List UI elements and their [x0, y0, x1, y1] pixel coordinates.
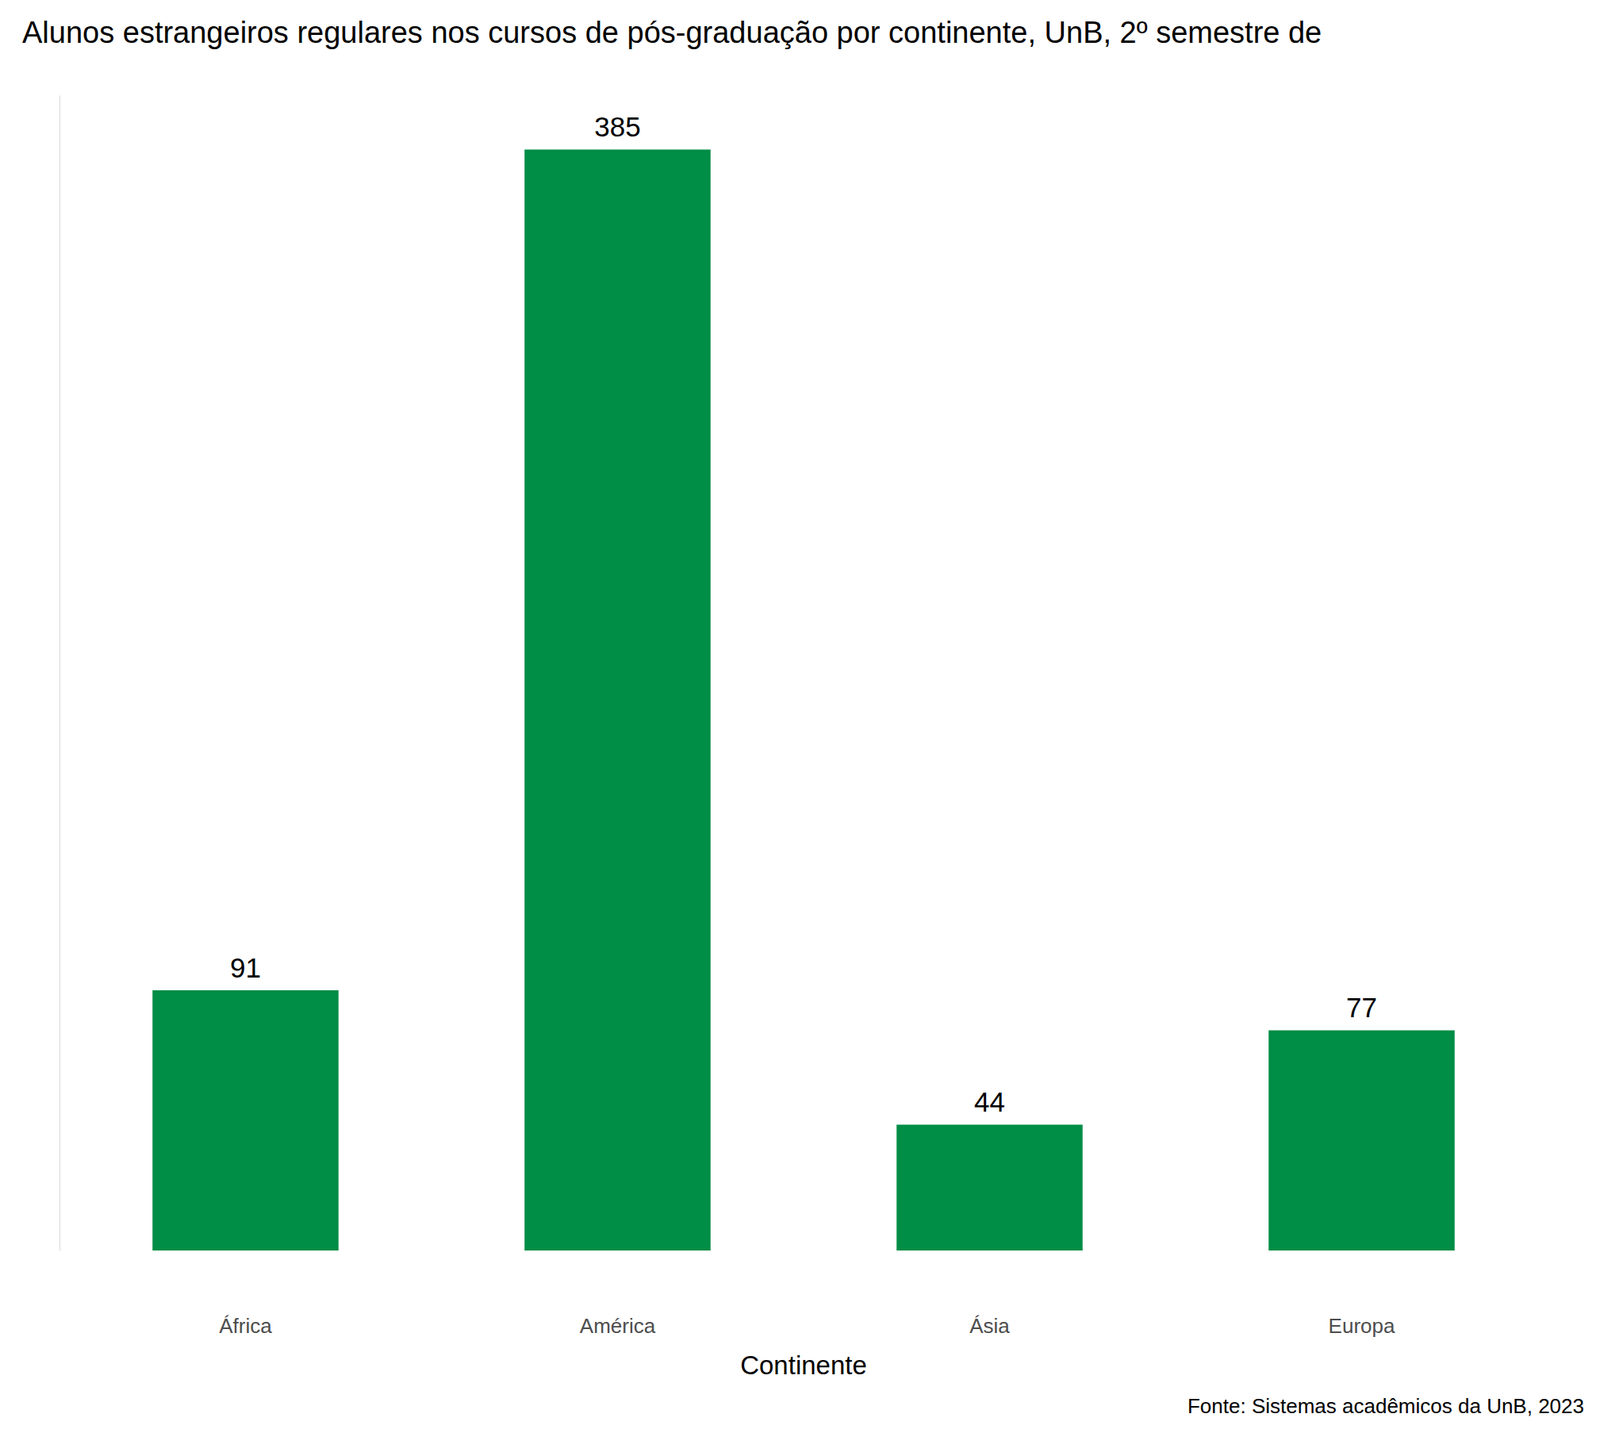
x-axis: África América Ásia Europa: [218, 1250, 1396, 1338]
y-axis: [59, 95, 61, 1251]
x-tick-label: América: [579, 1313, 657, 1338]
x-tick: África: [218, 1250, 273, 1338]
data-label: 77: [1346, 991, 1378, 1023]
data-label: 91: [230, 951, 261, 983]
title: Alunos estrangeiros regulares nos cursos…: [22, 15, 1322, 50]
chart: Alunos estrangeiros regulares nos cursos…: [0, 0, 1600, 1433]
x-tick-label: Ásia: [969, 1313, 1010, 1338]
x-axis-title: Continente: [740, 1350, 868, 1380]
bar: [1268, 1029, 1455, 1251]
x-tick: Ásia: [969, 1250, 1010, 1338]
bar: [152, 989, 339, 1251]
data-labels: 91 385 44 77: [230, 111, 1378, 1117]
x-tick-label: África: [218, 1313, 273, 1338]
caption: Fonte: Sistemas acadêmicos da UnB, 2023: [1187, 1393, 1585, 1418]
bar: [524, 149, 711, 1251]
x-tick: América: [579, 1250, 657, 1338]
data-label: 44: [974, 1085, 1006, 1117]
bar: [896, 1124, 1083, 1251]
bars: [152, 149, 1455, 1251]
data-label: 385: [594, 111, 641, 142]
y-axis-line: [59, 95, 61, 1251]
plot: 91 385 44 77 África América Ásia Europa: [60, 95, 1455, 1339]
x-tick-label: Europa: [1328, 1313, 1396, 1338]
x-tick: Europa: [1328, 1250, 1396, 1338]
